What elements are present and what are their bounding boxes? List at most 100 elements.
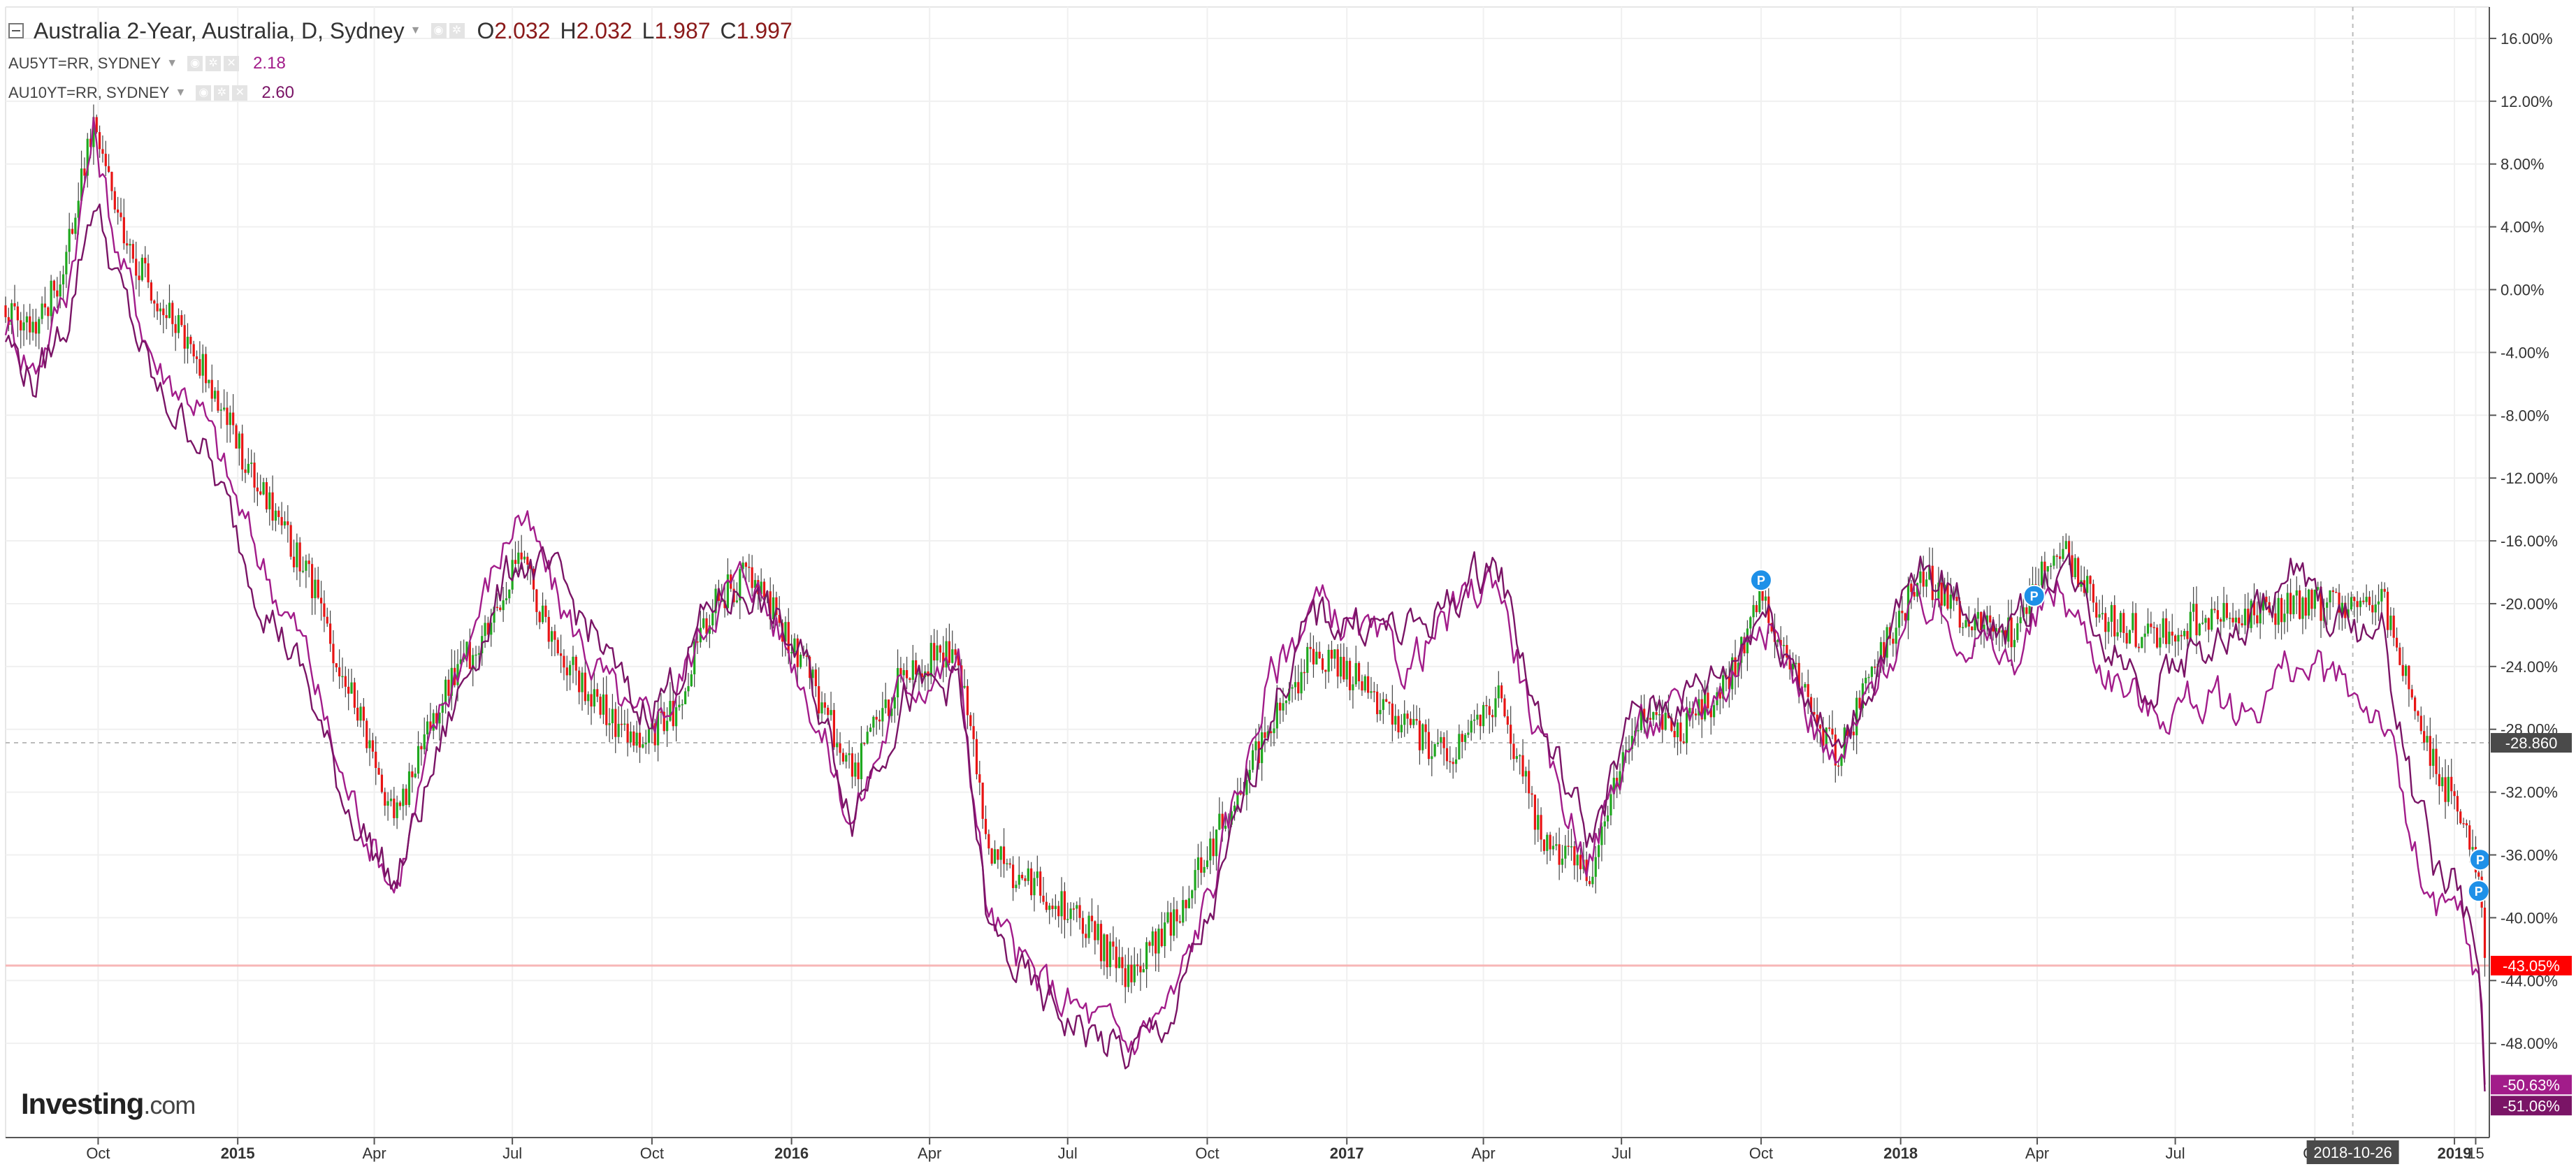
candle-body [1139,966,1142,973]
p-marker[interactable]: P [1749,569,1772,592]
legend-series-row: AU10YT=RR, SYDNEY ▼ ◉ ✲ ✕ 2.60 [8,78,793,108]
candle-body [493,607,495,623]
candle-body [721,600,723,602]
candle-body [2068,541,2071,556]
eye-icon[interactable]: ◉ [430,23,447,38]
candle-body [629,731,632,743]
candle-body [2055,556,2058,557]
x-tick-label: 2016 [774,1145,809,1162]
chevron-down-icon[interactable]: ▼ [410,24,421,36]
legend-series-row: AU5YT=RR, SYDNEY ▼ ◉ ✲ ✕ 2.18 [8,49,793,78]
candle-body [690,674,693,686]
candle-body [896,668,899,698]
candle-body [775,597,778,616]
candle-body [769,591,772,620]
candle-body [2417,711,2419,716]
candle-body [893,697,896,709]
candle-body [2419,716,2422,732]
candle-body [120,212,122,217]
candle-body [2040,561,2043,586]
candle-body [681,704,683,706]
candle-body [1027,868,1029,881]
candle-body [144,257,147,263]
candle-body [1185,900,1187,908]
x-tick-label: Jul [502,1145,522,1162]
candle-body [356,707,359,721]
y-tick-label: -4.00% [2501,344,2549,361]
chevron-down-icon[interactable]: ▼ [175,87,187,99]
candle-body [1658,714,1661,716]
candle-body [1515,756,1518,760]
candle-body [1500,685,1503,699]
candle-body [1834,734,1837,766]
candle-body [307,560,310,565]
candle-body [1737,662,1739,676]
x-tick-label: Jul [1058,1145,1078,1162]
candle-body [2077,558,2080,587]
candle-body [2304,597,2307,616]
candle-body [975,739,978,775]
candle-body [2365,597,2368,602]
candle-body [2313,590,2316,609]
close-icon[interactable]: ✕ [232,85,248,101]
candle-body [217,391,219,411]
candle-body [1203,866,1206,873]
gear-icon[interactable]: ✲ [205,56,222,71]
candle-body [1797,662,1800,688]
candle-body [1421,724,1424,750]
candle-body [1630,736,1633,749]
candle-body [2453,791,2456,797]
eye-icon[interactable]: ◉ [187,56,203,71]
candle-body [1440,736,1442,743]
x-tick-label: 15 [2467,1145,2484,1162]
candle-body [948,641,950,663]
event-markers[interactable]: P P P P [1749,569,2491,903]
candle-body [232,412,235,426]
candle-body [310,564,314,599]
gear-icon[interactable]: ✲ [449,23,465,38]
candle-body [2252,600,2256,616]
p-marker[interactable]: P [2468,848,2491,871]
close-icon[interactable]: ✕ [224,56,240,71]
p-marker[interactable]: P [2467,880,2490,903]
candle-body [705,618,708,634]
candle-body [1874,667,1876,668]
chevron-down-icon[interactable]: ▼ [166,57,178,69]
candle-body [1051,906,1054,910]
candle-body [1306,646,1309,674]
y-tick-label: -40.00% [2501,909,2558,927]
p-marker[interactable]: P [2023,584,2046,607]
candle-body [1883,641,1886,658]
candle-body [1931,565,1934,600]
candle-body [814,669,817,686]
candle-body [1020,874,1024,879]
candle-body [1897,611,1901,628]
x-tick-label: 2015 [221,1145,255,1162]
candle-body [1127,964,1130,987]
candle-body [165,315,168,319]
candle-body [626,723,629,743]
candle-body [1087,915,1090,938]
candle-body [2450,776,2453,792]
candle-body [83,168,86,176]
candle-body [2423,731,2426,743]
candle-body [972,726,975,739]
candle-body [1855,697,1858,736]
candle-body [435,713,438,724]
candle-body [1069,908,1072,920]
candle-body [472,655,475,669]
candle-body [787,622,790,654]
collapse-legend-button[interactable] [8,23,24,38]
eye-icon[interactable]: ◉ [196,85,212,101]
candle-body [1239,793,1242,795]
candle-body [920,673,923,678]
candle-body [1218,813,1221,830]
candle-body [811,669,814,678]
candle-body [204,354,208,384]
candle-body [1870,667,1873,677]
candle-body [2173,635,2177,642]
candle-body [226,407,229,426]
gear-icon[interactable]: ✲ [214,85,230,101]
candle-body [2447,776,2450,802]
